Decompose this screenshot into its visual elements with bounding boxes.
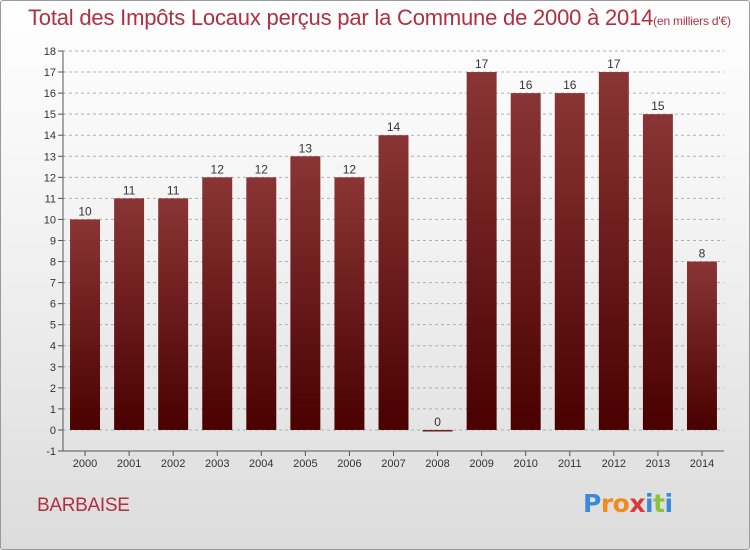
bar-value-label: 11	[123, 183, 136, 197]
y-tick-label: 1	[50, 404, 56, 416]
bar-value-label: 17	[607, 57, 621, 71]
bar	[246, 177, 277, 430]
x-tick-label: 2006	[337, 458, 361, 470]
x-tick-label: 2007	[381, 458, 405, 470]
y-tick-label: -1	[46, 446, 56, 458]
x-tick-label: 2003	[205, 458, 229, 470]
y-tick-label: 4	[50, 341, 56, 353]
bar-value-label: 13	[299, 141, 313, 155]
axes	[58, 50, 724, 456]
labels: -101234567891011121314151617181020001120…	[44, 46, 714, 470]
x-tick-label: 2001	[117, 458, 141, 470]
y-tick-label: 14	[44, 130, 56, 142]
commune-name: BARBAISE	[37, 495, 130, 516]
y-tick-label: 5	[50, 320, 56, 332]
y-tick-label: 17	[44, 67, 56, 79]
y-tick-label: 6	[50, 299, 56, 311]
bar	[642, 114, 673, 430]
x-tick-label: 2008	[425, 458, 449, 470]
bar-value-label: 17	[475, 57, 489, 71]
chart-title: Total des Impôts Locaux perçus par la Co…	[28, 5, 731, 31]
y-tick-label: 9	[50, 235, 56, 247]
bar	[114, 198, 145, 430]
bar-value-label: 14	[387, 120, 401, 134]
logo-letter: o	[612, 489, 630, 518]
x-tick-label: 2005	[293, 458, 317, 470]
bar-value-label: 12	[343, 162, 357, 176]
y-tick-label: 15	[44, 109, 56, 121]
bar	[686, 261, 717, 430]
x-tick-label: 2011	[558, 458, 582, 470]
bar-value-label: 15	[651, 99, 665, 113]
bar-value-label: 12	[255, 162, 269, 176]
y-tick-label: 11	[45, 193, 56, 205]
bar-value-label: 10	[78, 204, 92, 218]
bar	[598, 72, 629, 430]
x-tick-label: 2014	[690, 458, 714, 470]
bar	[158, 198, 189, 430]
bar	[334, 177, 365, 430]
y-tick-label: 8	[50, 257, 56, 269]
logo-letter: i	[645, 489, 654, 518]
y-tick-label: 2	[50, 383, 56, 395]
x-tick-label: 2009	[469, 458, 493, 470]
logo-letter: x	[629, 489, 645, 518]
bar	[554, 93, 585, 430]
y-tick-label: 18	[44, 46, 56, 58]
y-tick-label: 16	[44, 88, 56, 100]
bar-value-label: 16	[563, 78, 577, 92]
y-tick-label: 3	[50, 362, 56, 374]
bar-value-label: 8	[699, 247, 706, 261]
y-tick-label: 0	[50, 425, 56, 437]
bar	[510, 93, 541, 430]
y-tick-label: 7	[50, 278, 56, 290]
logo-letter: r	[600, 489, 613, 518]
bar	[202, 177, 233, 430]
logo-letter: t	[653, 489, 665, 518]
proxiti-logo[interactable]: Proxiti	[583, 489, 673, 518]
logo-letter: P	[583, 489, 601, 518]
x-tick-label: 2000	[73, 458, 97, 470]
bar	[422, 429, 453, 432]
y-tick-label: 10	[44, 214, 56, 226]
x-tick-label: 2012	[602, 458, 626, 470]
bar	[466, 72, 497, 430]
bar	[70, 219, 101, 430]
x-tick-label: 2013	[646, 458, 670, 470]
bar-value-label: 0	[434, 415, 441, 429]
bar	[378, 135, 409, 430]
bar	[290, 156, 321, 430]
chart-title-text: Total des Impôts Locaux perçus par la Co…	[28, 5, 654, 30]
x-tick-label: 2004	[249, 458, 273, 470]
bar-value-label: 12	[211, 162, 225, 176]
bar-value-label: 16	[519, 78, 533, 92]
x-tick-label: 2002	[161, 458, 185, 470]
bars	[70, 72, 717, 432]
y-tick-label: 13	[44, 151, 56, 163]
y-tick-label: 12	[44, 172, 56, 184]
x-tick-label: 2010	[513, 458, 537, 470]
chart-title-unit: (en milliers d'€)	[653, 14, 731, 28]
logo-letter: i	[664, 489, 674, 518]
bar-value-label: 11	[167, 183, 180, 197]
